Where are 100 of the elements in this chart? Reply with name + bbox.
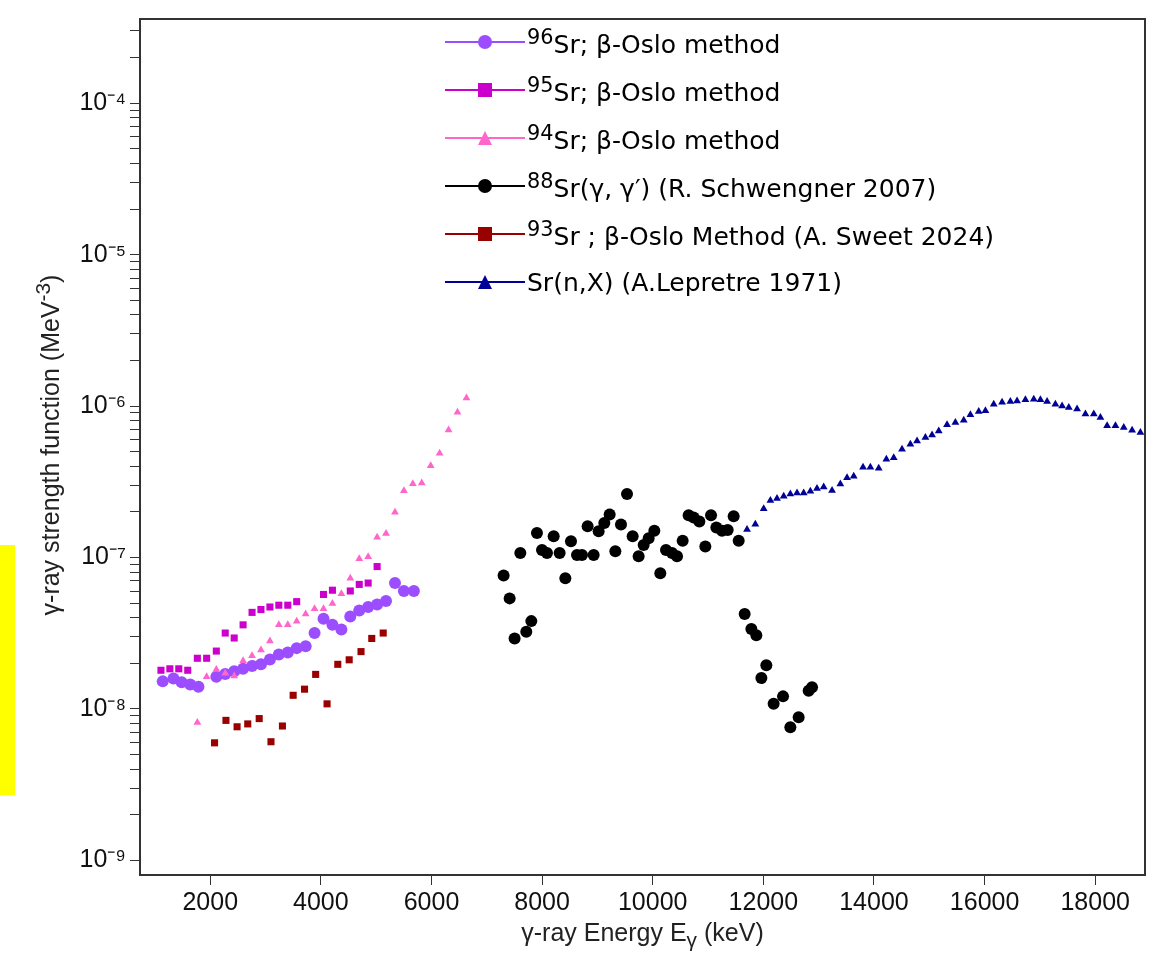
- point: [705, 509, 718, 522]
- point: [974, 406, 983, 414]
- point: [444, 425, 453, 433]
- point: [278, 722, 286, 730]
- point: [693, 515, 706, 528]
- point: [175, 665, 183, 673]
- point: [603, 508, 616, 521]
- point: [355, 580, 363, 588]
- point: [559, 572, 572, 585]
- point: [426, 461, 435, 469]
- point: [828, 485, 836, 493]
- point: [239, 621, 247, 629]
- point: [759, 504, 768, 511]
- x-tick-label: 18000: [1060, 886, 1130, 915]
- point: [323, 700, 331, 708]
- point: [211, 739, 219, 747]
- point: [1013, 396, 1021, 404]
- point: [1058, 401, 1066, 409]
- point: [813, 483, 821, 491]
- point: [293, 598, 301, 606]
- point: [913, 436, 921, 444]
- point: [301, 685, 309, 693]
- point: [503, 592, 516, 605]
- point: [266, 603, 274, 611]
- point: [379, 629, 387, 637]
- point: [530, 527, 543, 540]
- point: [355, 554, 364, 561]
- point: [399, 486, 408, 493]
- point: [212, 647, 220, 655]
- point: [1006, 397, 1015, 404]
- point: [882, 454, 891, 462]
- point: [364, 552, 373, 560]
- point: [547, 530, 560, 543]
- point: [230, 671, 239, 679]
- point: [257, 645, 265, 653]
- point: [192, 680, 205, 693]
- y-tick-label: 10⁻⁴: [79, 87, 126, 116]
- point: [1036, 395, 1045, 403]
- point: [334, 660, 342, 668]
- point: [654, 567, 667, 580]
- point: [699, 540, 712, 553]
- point: [317, 612, 330, 625]
- point: [462, 393, 471, 401]
- point: [266, 636, 274, 644]
- point: [836, 479, 845, 487]
- y-tick-label: 10⁻⁶: [79, 389, 126, 418]
- point: [308, 627, 321, 640]
- point: [966, 410, 975, 418]
- point: [743, 525, 751, 532]
- legend-label: $^{94}$Sr; β-Oslo method: [527, 120, 781, 156]
- point: [292, 616, 301, 624]
- point: [921, 433, 930, 440]
- y-tick-label: 10⁻⁷: [81, 541, 126, 570]
- point: [248, 651, 256, 659]
- point: [222, 716, 230, 724]
- point: [1136, 428, 1145, 435]
- point: [408, 479, 417, 486]
- point: [520, 625, 533, 638]
- point: [553, 547, 566, 560]
- point: [221, 629, 229, 637]
- x-tick-label: 6000: [403, 886, 460, 915]
- point: [581, 520, 594, 533]
- point: [784, 721, 797, 734]
- point: [202, 672, 211, 680]
- point: [156, 675, 169, 688]
- point: [203, 654, 211, 662]
- point: [1081, 409, 1090, 417]
- x-tick-label: 4000: [293, 886, 349, 915]
- x-tick-label: 10000: [617, 886, 688, 915]
- point: [928, 430, 936, 438]
- point: [275, 601, 283, 609]
- point: [239, 656, 247, 663]
- point: [843, 473, 851, 481]
- point: [283, 620, 292, 628]
- point: [766, 495, 775, 503]
- point: [345, 656, 353, 664]
- point: [621, 487, 634, 500]
- legend-label: $^{96}$Sr; β-Oslo method: [527, 24, 781, 60]
- point: [184, 666, 192, 674]
- point: [346, 573, 355, 581]
- point: [598, 516, 611, 529]
- point: [799, 488, 808, 496]
- point: [806, 681, 819, 694]
- point: [328, 586, 336, 594]
- point: [609, 545, 622, 558]
- point: [310, 604, 319, 612]
- y-tick-label: 10⁻⁹: [79, 844, 126, 873]
- legend-label: $^{95}$Sr; β-Oslo method: [527, 72, 781, 108]
- point: [981, 406, 990, 414]
- point: [989, 399, 998, 407]
- point: [773, 494, 781, 501]
- point: [284, 601, 292, 609]
- point: [1119, 423, 1128, 430]
- point: [357, 648, 365, 656]
- point: [1021, 395, 1030, 403]
- point: [750, 629, 763, 642]
- point: [346, 587, 354, 595]
- point: [344, 610, 357, 623]
- legend-label: Sr(n,X) (A.Lepretre 1971): [527, 267, 842, 297]
- point: [388, 577, 401, 590]
